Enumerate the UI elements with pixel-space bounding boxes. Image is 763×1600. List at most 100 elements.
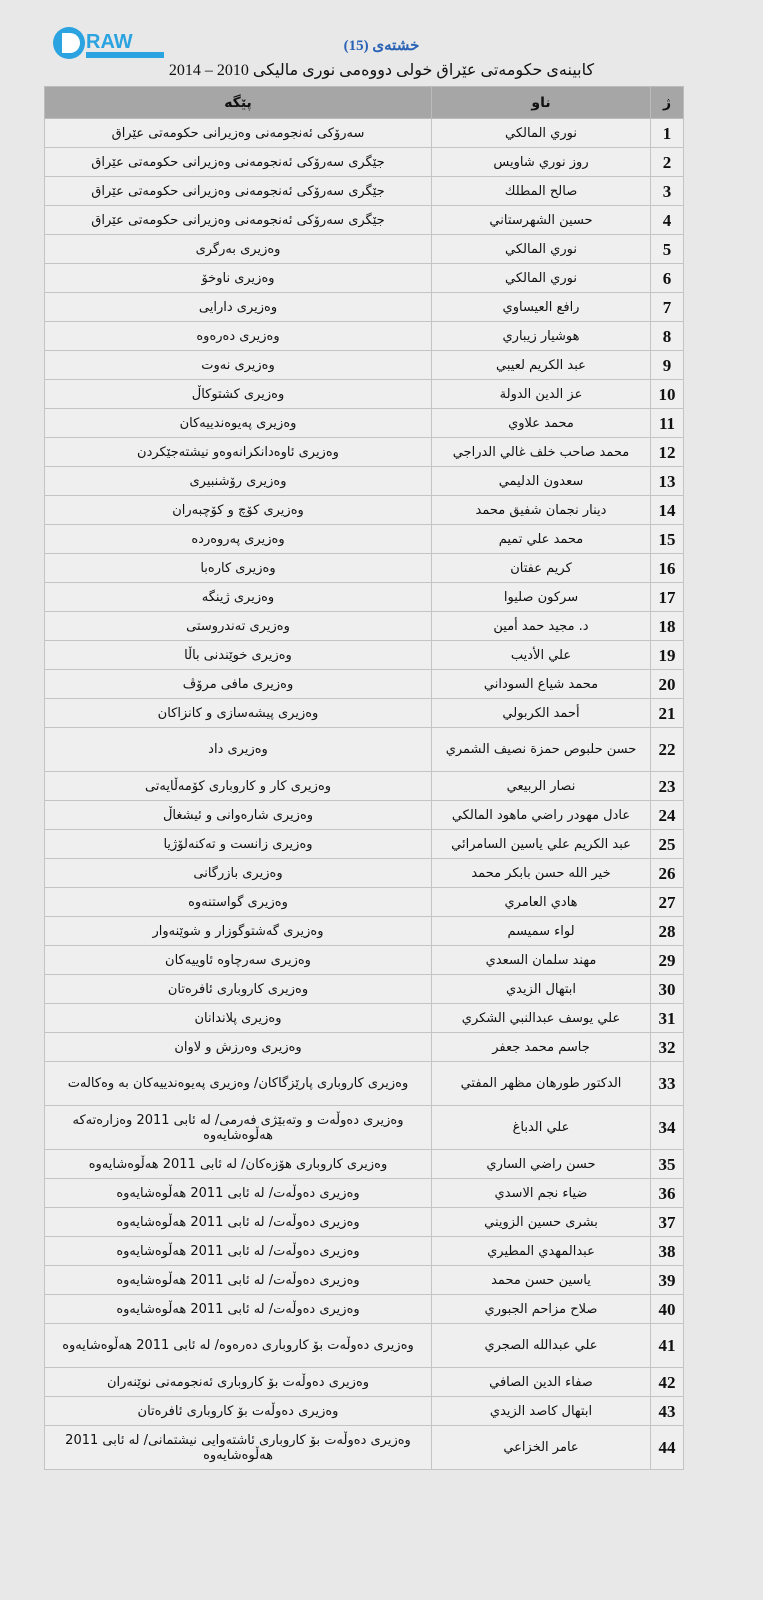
minister-position: جێگری سەرۆکی ئەنجومەنی وەزیرانی حکومەتی … bbox=[44, 176, 432, 206]
minister-name: صلاح مزاحم الجبوري bbox=[431, 1294, 651, 1324]
table-row: 16 كريم عفتان وەزیری کارەبا bbox=[44, 553, 684, 583]
table-row: 11 محمد علاوي وەزیری پەیوەندییەکان bbox=[44, 408, 684, 438]
minister-name: روز نوري شاويس bbox=[431, 147, 651, 177]
minister-position: وەزیری دەوڵەت بۆ کاروباری ئەنجومەنی نوێن… bbox=[44, 1367, 432, 1397]
row-number: 20 bbox=[650, 669, 684, 699]
row-number: 29 bbox=[650, 945, 684, 975]
minister-position: وەزیری کاروباری ئافرەتان bbox=[44, 974, 432, 1004]
table-row: 7 رافع العيساوي وەزیری دارایی bbox=[44, 292, 684, 322]
row-number: 37 bbox=[650, 1207, 684, 1237]
row-number: 6 bbox=[650, 263, 684, 293]
minister-name: هوشيار زيباري bbox=[431, 321, 651, 351]
minister-name: ياسين حسن محمد bbox=[431, 1265, 651, 1295]
minister-name: مهند سلمان السعدي bbox=[431, 945, 651, 975]
minister-position: وەزیری کۆچ و کۆچبەران bbox=[44, 495, 432, 525]
row-number: 4 bbox=[650, 205, 684, 235]
header-row: ژ ناو پێگە bbox=[44, 86, 684, 119]
minister-name: محمد شياع السوداني bbox=[431, 669, 651, 699]
row-number: 16 bbox=[650, 553, 684, 583]
minister-position: وەزیری بەرگری bbox=[44, 234, 432, 264]
minister-position: وەزیری رۆشنبیری bbox=[44, 466, 432, 496]
table-row: 15 محمد علي تميم وەزیری پەروەردە bbox=[44, 524, 684, 554]
minister-position: وەزیری دەوڵەت بۆ کاروباری دەرەوە/ لە ئاب… bbox=[44, 1323, 432, 1368]
table-row: 38 عبدالمهدي المطيري وەزیری دەوڵەت/ لە ئاب… bbox=[44, 1236, 684, 1266]
table-row: 10 عز الدين الدولة وەزیری کشتوکاڵ bbox=[44, 379, 684, 409]
table-subtitle: کابینەی حکومەتی عێراق خولی دووەمی نوری م… bbox=[168, 62, 595, 79]
minister-name: ابتهال الزيدي bbox=[431, 974, 651, 1004]
minister-name: عز الدين الدولة bbox=[431, 379, 651, 409]
minister-position: وەزیری دەوڵەت/ لە ئابی 2011 هەڵوەشایەوە bbox=[44, 1294, 432, 1324]
minister-position: وەزیری پەیوەندییەکان bbox=[44, 408, 432, 438]
row-number: 12 bbox=[650, 437, 684, 467]
row-number: 17 bbox=[650, 582, 684, 612]
minister-name: حسن حلبوص حمزة نصيف الشمري bbox=[431, 727, 651, 772]
row-number: 34 bbox=[650, 1105, 684, 1150]
table-row: 14 دينار نجمان شفيق محمد وەزیری کۆچ و کۆچب… bbox=[44, 495, 684, 525]
minister-name: هادي العامري bbox=[431, 887, 651, 917]
table-row: 6 نوري المالكي وەزیری ناوخۆ bbox=[44, 263, 684, 293]
row-number: 27 bbox=[650, 887, 684, 917]
minister-position: وەزیری خوێندنی باڵا bbox=[44, 640, 432, 670]
row-number: 2 bbox=[650, 147, 684, 177]
minister-name: دينار نجمان شفيق محمد bbox=[431, 495, 651, 525]
minister-position: وەزیری داد bbox=[44, 727, 432, 772]
minister-name: ضياء نجم الاسدي bbox=[431, 1178, 651, 1208]
minister-position: وەزیری سەرچاوە ئاوییەکان bbox=[44, 945, 432, 975]
minister-name: نوري المالكي bbox=[431, 234, 651, 264]
minister-position: وەزیری نەوت bbox=[44, 350, 432, 380]
minister-position: وەزیری مافی مرۆڤ bbox=[44, 669, 432, 699]
table-row: 30 ابتهال الزيدي وەزیری کاروباری ئافرەتان bbox=[44, 974, 684, 1004]
table-row: 40 صلاح مزاحم الجبوري وەزیری دەوڵەت/ لە ئا… bbox=[44, 1294, 684, 1324]
table-row: 42 صفاء الدين الصافي وەزیری دەوڵەت بۆ کارو… bbox=[44, 1367, 684, 1397]
row-number: 28 bbox=[650, 916, 684, 946]
minister-position: سەرۆکی ئەنجومەنی وەزیرانی حکومەتی عێراق bbox=[44, 118, 432, 148]
row-number: 23 bbox=[650, 771, 684, 801]
minister-name: علي يوسف عبدالنبي الشكري bbox=[431, 1003, 651, 1033]
row-number: 40 bbox=[650, 1294, 684, 1324]
row-number: 25 bbox=[650, 829, 684, 859]
table-row: 41 علي عبدالله الصجري وەزیری دەوڵەت بۆ کار… bbox=[44, 1323, 684, 1368]
minister-name: بشرى حسين الزويني bbox=[431, 1207, 651, 1237]
minister-name: علي الأديب bbox=[431, 640, 651, 670]
minister-position: وەزیری ناوخۆ bbox=[44, 263, 432, 293]
table-row: 26 خير الله حسن بابكر محمد وەزیری بازرگانی bbox=[44, 858, 684, 888]
minister-name: عبد الكريم علي ياسين السامرائي bbox=[431, 829, 651, 859]
minister-name: جاسم محمد جعفر bbox=[431, 1032, 651, 1062]
table-row: 13 سعدون الدليمي وەزیری رۆشنبیری bbox=[44, 466, 684, 496]
minister-name: صالح المطلك bbox=[431, 176, 651, 206]
svg-text:RAW: RAW bbox=[86, 31, 133, 53]
table-row: 17 سركون صليوا وەزیری ژینگە bbox=[44, 582, 684, 612]
row-number: 41 bbox=[650, 1323, 684, 1368]
minister-position: وەزیری کارەبا bbox=[44, 553, 432, 583]
row-number: 36 bbox=[650, 1178, 684, 1208]
table-row: 39 ياسين حسن محمد وەزیری دەوڵەت/ لە ئابی 2… bbox=[44, 1265, 684, 1295]
minister-position: وەزیری دەوڵەت بۆ کاروباری ئاشتەوایی نیشت… bbox=[44, 1425, 432, 1470]
minister-name: عادل مهودر راضي ماهود المالكي bbox=[431, 800, 651, 830]
minister-position: وەزیری کاروباری هۆزەکان/ لە ئابی 2011 هە… bbox=[44, 1149, 432, 1179]
row-number: 26 bbox=[650, 858, 684, 888]
table-row: 20 محمد شياع السوداني وەزیری مافی مرۆڤ bbox=[44, 669, 684, 699]
minister-position: وەزیری دەوڵەت/ لە ئابی 2011 هەڵوەشایەوە bbox=[44, 1265, 432, 1295]
table-row: 3 صالح المطلك جێگری سەرۆکی ئەنجومەنی وەزیر… bbox=[44, 176, 684, 206]
table-row: 24 عادل مهودر راضي ماهود المالكي وەزیری شا… bbox=[44, 800, 684, 830]
minister-position: وەزیری کشتوکاڵ bbox=[44, 379, 432, 409]
minister-name: ابتهال كاصد الزيدي bbox=[431, 1396, 651, 1426]
minister-position: وەزیری کاروباری پارێزگاکان/ وەزیری پەیوە… bbox=[44, 1061, 432, 1106]
table-row: 1 نوري المالكي سەرۆکی ئەنجومەنی وەزیرانی ح… bbox=[44, 118, 684, 148]
row-number: 8 bbox=[650, 321, 684, 351]
row-number: 11 bbox=[650, 408, 684, 438]
minister-name: محمد علي تميم bbox=[431, 524, 651, 554]
header-position: پێگە bbox=[44, 86, 432, 119]
row-number: 9 bbox=[650, 350, 684, 380]
minister-position: وەزیری دەوڵەت/ لە ئابی 2011 هەڵوەشایەوە bbox=[44, 1236, 432, 1266]
table-row: 12 محمد صاحب خلف غالي الدراجي وەزیری ئاوەد… bbox=[44, 437, 684, 467]
minister-position: وەزیری تەندروستی bbox=[44, 611, 432, 641]
minister-name: سعدون الدليمي bbox=[431, 466, 651, 496]
minister-name: علي الدباغ bbox=[431, 1105, 651, 1150]
minister-name: عبد الكريم لعيبي bbox=[431, 350, 651, 380]
table-row: 22 حسن حلبوص حمزة نصيف الشمري وەزیری داد bbox=[44, 727, 684, 772]
minister-position: وەزیری پیشەسازی و کانزاکان bbox=[44, 698, 432, 728]
row-number: 42 bbox=[650, 1367, 684, 1397]
table-row: 31 علي يوسف عبدالنبي الشكري وەزیری پلاندان… bbox=[44, 1003, 684, 1033]
minister-name: علي عبدالله الصجري bbox=[431, 1323, 651, 1368]
